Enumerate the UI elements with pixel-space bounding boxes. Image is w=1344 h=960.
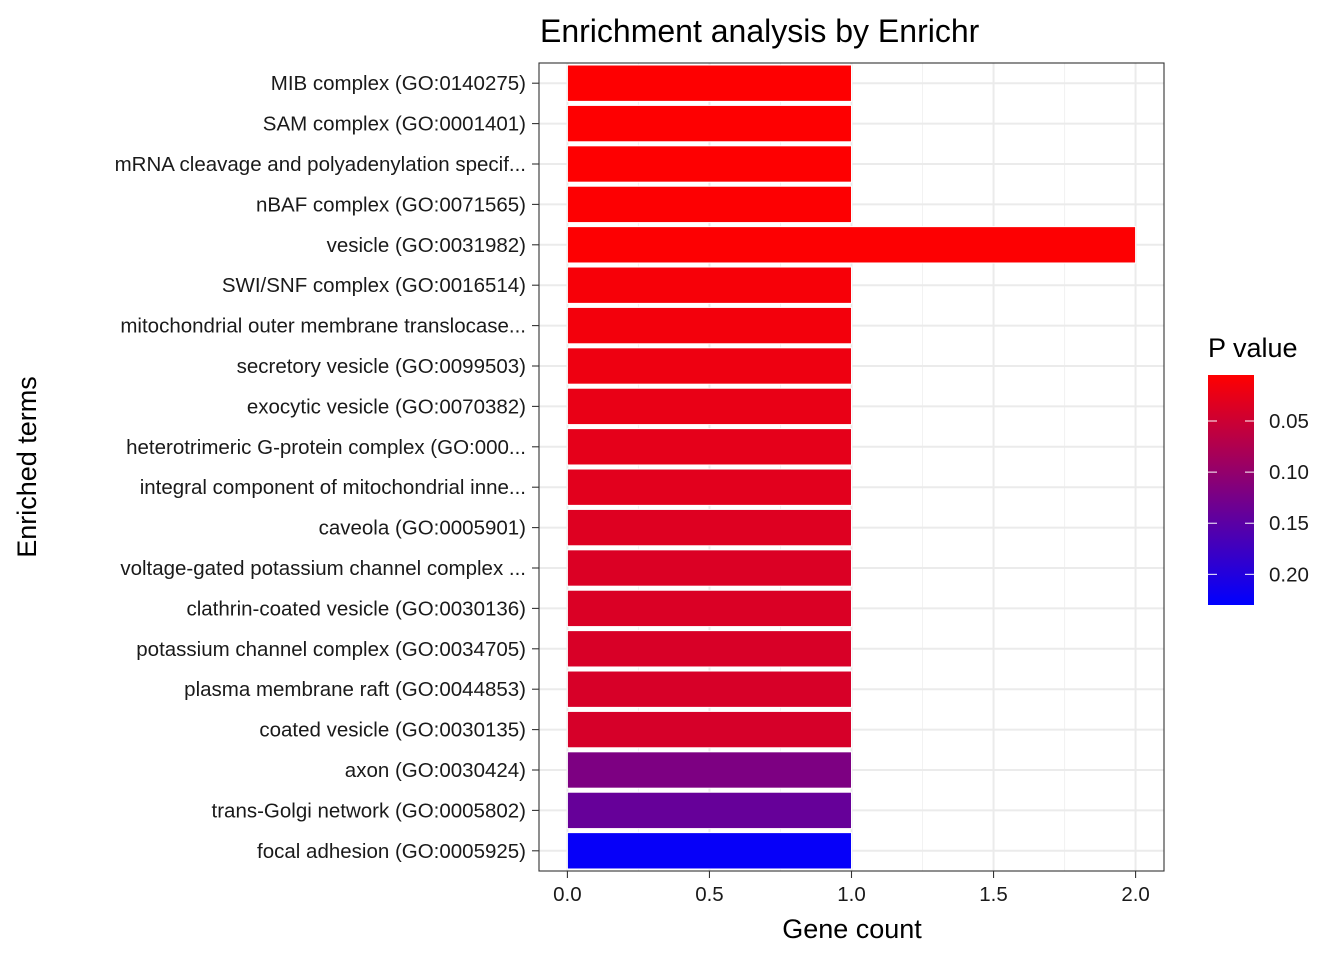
bar — [566, 670, 853, 708]
y-tick-label: SAM complex (GO:0001401) — [263, 113, 526, 136]
x-axis-title: Gene count — [782, 914, 922, 944]
y-tick-label: mitochondrial outer membrane translocase… — [120, 315, 526, 338]
bar — [566, 428, 853, 466]
y-axis: MIB complex (GO:0140275) SAM complex (GO:… — [115, 72, 539, 863]
y-tick-label: secretory vesicle (GO:0099503) — [237, 355, 526, 378]
bars-group — [566, 64, 1137, 870]
x-axis: 0.0 0.5 1.0 1.5 2.0 — [553, 871, 1150, 906]
x-tick-label: 2.0 — [1121, 883, 1150, 906]
legend-tick-label: 0.05 — [1269, 410, 1309, 433]
bar — [566, 508, 853, 547]
bar — [566, 791, 853, 830]
bar — [566, 630, 853, 668]
legend-tick-label: 0.10 — [1269, 461, 1309, 484]
y-tick-label: SWI/SNF complex (GO:0016514) — [222, 274, 526, 297]
bar — [566, 751, 853, 789]
y-tick-label: voltage-gated potassium channel complex … — [120, 557, 526, 580]
x-tick-label: 0.5 — [695, 883, 724, 906]
y-tick-label: focal adhesion (GO:0005925) — [257, 840, 526, 863]
x-tick-label: 0.0 — [553, 883, 582, 906]
legend-colorbar — [1208, 375, 1254, 605]
y-tick-label: coated vesicle (GO:0030135) — [259, 719, 526, 742]
y-axis-title: Enriched terms — [12, 376, 42, 558]
chart-title: Enrichment analysis by Enrichr — [540, 13, 980, 49]
y-tick-label: trans-Golgi network (GO:0005802) — [212, 799, 526, 822]
bar — [566, 104, 853, 143]
x-tick-label: 1.5 — [979, 883, 1008, 906]
y-tick-label: mRNA cleavage and polyadenylation specif… — [115, 153, 526, 176]
legend-ticks: 0.05 0.10 0.15 0.20 — [1208, 410, 1309, 586]
bar — [566, 589, 853, 628]
bar — [566, 306, 853, 345]
y-tick-label: vesicle (GO:0031982) — [327, 234, 526, 257]
y-tick-label: plasma membrane raft (GO:0044853) — [184, 678, 526, 701]
bar — [566, 710, 853, 749]
y-tick-label: potassium channel complex (GO:0034705) — [136, 638, 526, 661]
bar — [566, 185, 853, 224]
bar — [566, 226, 1137, 264]
x-tick-label: 1.0 — [837, 883, 866, 906]
bar — [566, 64, 853, 102]
p-value-legend: P value 0.05 0.10 0.15 0.20 — [1208, 333, 1309, 605]
y-tick-label: clathrin-coated vesicle (GO:0030136) — [186, 597, 526, 620]
legend-tick-label: 0.15 — [1269, 512, 1309, 535]
legend-tick-label: 0.20 — [1269, 563, 1309, 586]
legend-title: P value — [1208, 333, 1298, 363]
bar — [566, 832, 853, 870]
bar — [566, 266, 853, 304]
bar — [566, 387, 853, 426]
bar — [566, 468, 853, 506]
bar — [566, 549, 853, 587]
bar — [566, 347, 853, 385]
y-tick-label: axon (GO:0030424) — [345, 759, 526, 782]
y-tick-label: caveola (GO:0005901) — [319, 517, 526, 540]
y-tick-label: nBAF complex (GO:0071565) — [256, 193, 526, 216]
bar — [566, 145, 853, 183]
y-tick-label: heterotrimeric G-protein complex (GO:000… — [126, 436, 526, 459]
y-tick-label: MIB complex (GO:0140275) — [271, 72, 526, 95]
y-tick-label: integral component of mitochondrial inne… — [140, 476, 526, 499]
y-tick-label: exocytic vesicle (GO:0070382) — [247, 395, 526, 418]
